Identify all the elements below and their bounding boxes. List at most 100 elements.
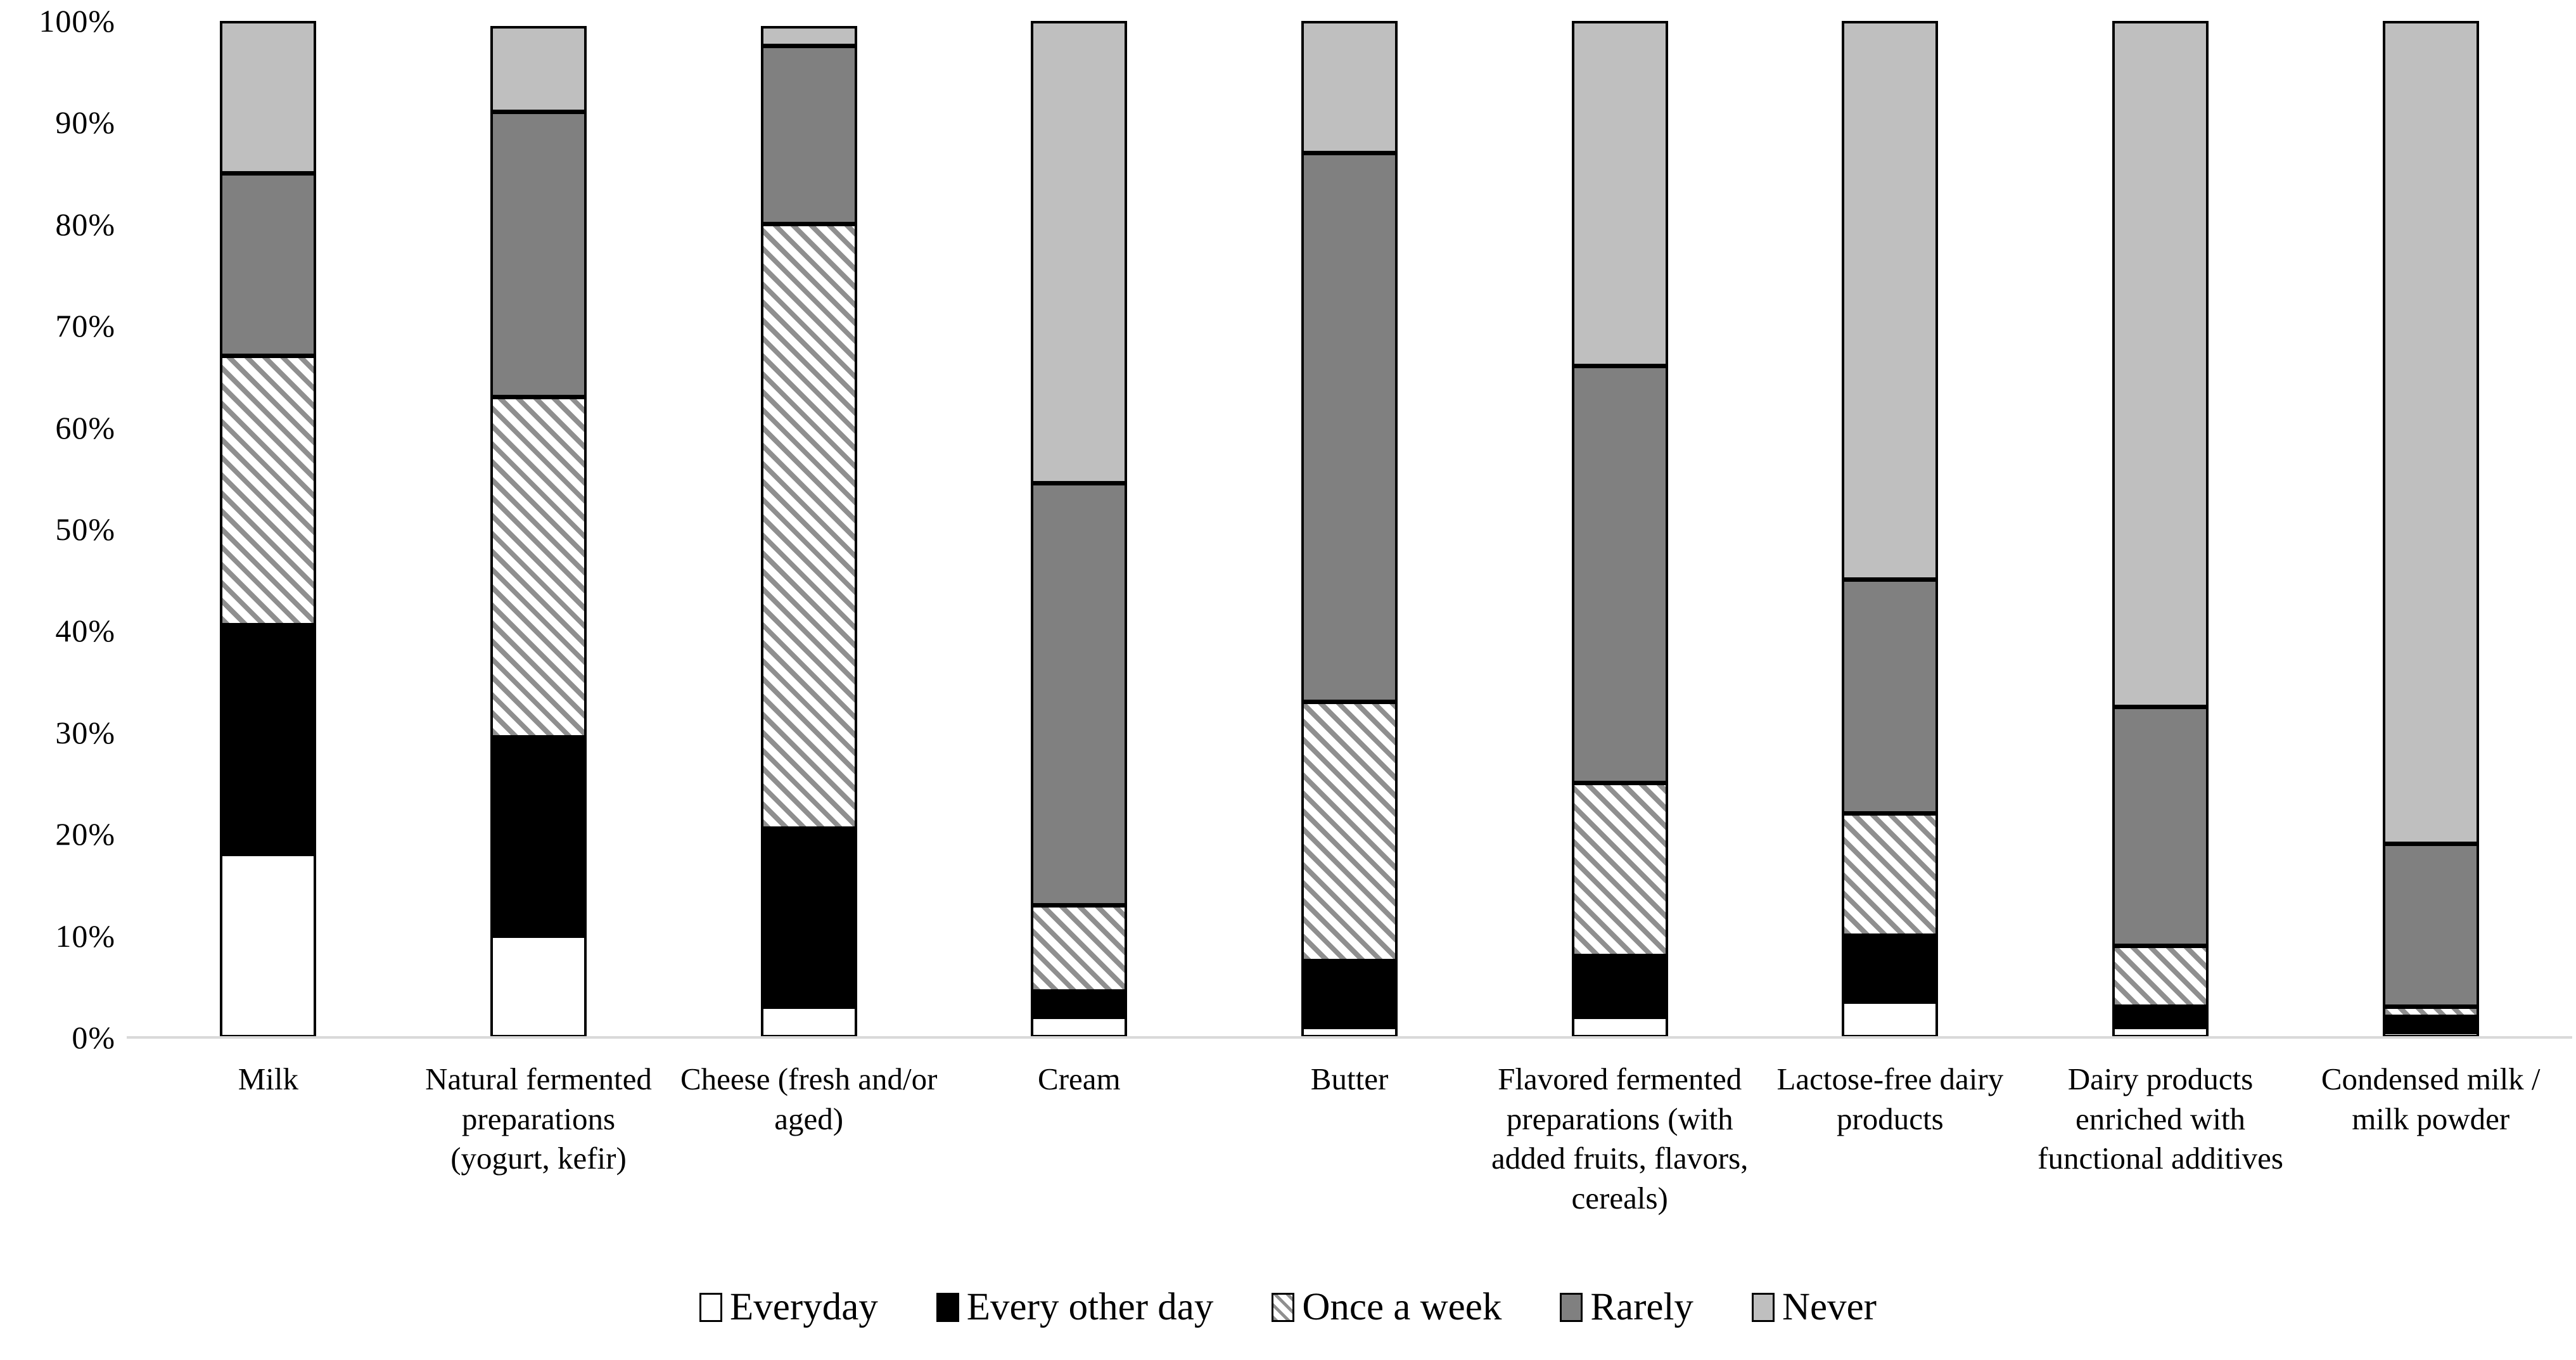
stacked-bar — [2112, 21, 2209, 1037]
bar-column-cream — [944, 21, 1215, 1037]
bar-segment-every-other-day — [1842, 935, 1939, 1002]
bar-column-milk — [133, 21, 404, 1037]
bar-segment-every-other-day — [760, 829, 857, 1007]
bar-segment-never — [220, 21, 317, 174]
legend-swatch-every-other-day-icon — [936, 1293, 959, 1322]
bar-column-cheese-fresh-and-or-aged — [673, 21, 944, 1037]
y-axis-tick-label: 0% — [72, 1020, 115, 1055]
category-label: Cream — [1038, 1062, 1121, 1096]
category-label: Dairy products enriched with functional … — [2037, 1062, 2283, 1176]
legend-item-never: Never — [1751, 1285, 1877, 1330]
legend-label: Rarely — [1590, 1286, 1693, 1328]
bar-column-flavored-fermented-preparation — [1484, 21, 1755, 1037]
stacked-bar — [490, 21, 587, 1037]
y-axis-tick-label: 70% — [55, 308, 115, 344]
y-axis-tick-label: 90% — [55, 105, 115, 141]
bar-segment-every-other-day — [220, 625, 317, 855]
bar-segment-rarely — [2112, 707, 2209, 946]
bar-segment-rarely — [760, 46, 857, 224]
y-axis-tick-label: 50% — [55, 511, 115, 547]
bar-column-butter — [1215, 21, 1485, 1037]
legend-swatch-everyday-icon — [699, 1293, 723, 1322]
bar-segment-every-other-day — [1301, 961, 1398, 1027]
category-label: Butter — [1310, 1062, 1389, 1096]
y-axis-tick-label: 60% — [55, 409, 115, 446]
y-axis-tick-label: 100% — [39, 3, 115, 39]
category-label: Lactose-free dairy products — [1776, 1062, 2004, 1136]
legend-label: Every other day — [966, 1286, 1214, 1328]
bar-column-lactose-free-dairy-products — [1755, 21, 2025, 1037]
y-axis: 0% 10% 20% 30% 40% 50% 60% 70% 80% 90% 100% — [0, 0, 127, 1360]
bar-segment-every-other-day — [490, 737, 587, 936]
legend-swatch-never-icon — [1751, 1293, 1775, 1322]
bar-segment-everyday — [1571, 1017, 1668, 1037]
bar-segment-never — [2382, 21, 2479, 845]
bar-segment-everyday — [1031, 1017, 1128, 1037]
stacked-bar — [220, 21, 317, 1037]
category-label: Milk — [238, 1062, 298, 1096]
bar-column-condensed-milk-milk-powder — [2295, 21, 2566, 1037]
bar-segment-once-a-week — [220, 356, 317, 626]
legend-item-every-other-day: Every other day — [936, 1285, 1214, 1330]
legend-label: Once a week — [1302, 1286, 1502, 1328]
bar-segment-every-other-day — [1571, 956, 1668, 1017]
stacked-bar — [1031, 21, 1128, 1037]
bar-segment-everyday — [220, 854, 317, 1037]
bar-segment-everyday — [1301, 1027, 1398, 1037]
bars-row — [133, 21, 2566, 1037]
bar-segment-never — [490, 26, 587, 113]
bar-segment-everyday — [2382, 1032, 2479, 1037]
stacked-bar — [760, 21, 857, 1037]
bar-column-dairy-products-enriched-with-f — [2025, 21, 2296, 1037]
bar-segment-rarely — [220, 173, 317, 357]
bar-segment-once-a-week — [490, 397, 587, 738]
bar-segment-rarely — [1571, 366, 1668, 784]
bar-segment-once-a-week — [2112, 946, 2209, 1007]
bar-segment-never — [1301, 21, 1398, 153]
bar-segment-never — [1571, 21, 1668, 367]
y-axis-tick-label: 40% — [55, 613, 115, 649]
category-label: Natural fermented preparations (yogurt, … — [425, 1062, 652, 1176]
bar-segment-every-other-day — [2112, 1006, 2209, 1027]
bar-segment-rarely — [2382, 844, 2479, 1007]
bar-segment-once-a-week — [760, 224, 857, 830]
category-labels-row: Milk Natural fermented preparations (yogu… — [133, 1060, 2566, 1219]
y-axis-tick-label: 80% — [55, 206, 115, 242]
legend: Everyday Every other day Once a week Rarely… — [0, 1285, 2576, 1330]
legend-swatch-once-a-week-icon — [1272, 1293, 1295, 1322]
bar-column-natural-fermented-preparations — [404, 21, 674, 1037]
bar-segment-everyday — [490, 935, 587, 1037]
stacked-bar — [1571, 21, 1668, 1037]
bar-segment-rarely — [1842, 580, 1939, 814]
bar-segment-never — [760, 26, 857, 47]
category-label: Flavored fermented preparations (with ad… — [1491, 1062, 1749, 1216]
bar-segment-rarely — [490, 112, 587, 397]
category-label: Cheese (fresh and/or aged) — [680, 1062, 938, 1136]
bar-segment-once-a-week — [1571, 783, 1668, 956]
legend-item-everyday: Everyday — [699, 1285, 878, 1330]
y-axis-tick-label: 10% — [55, 918, 115, 954]
legend-swatch-rarely-icon — [1560, 1293, 1583, 1322]
bar-segment-rarely — [1031, 483, 1128, 906]
bar-segment-once-a-week — [1301, 702, 1398, 961]
y-axis-tick-label: 20% — [55, 816, 115, 852]
plot-area — [127, 21, 2572, 1039]
bar-segment-never — [2112, 21, 2209, 707]
category-label: Condensed milk / milk powder — [2321, 1062, 2541, 1136]
bar-segment-everyday — [1842, 1001, 1939, 1037]
bar-segment-every-other-day — [1031, 991, 1128, 1017]
bar-segment-once-a-week — [1031, 905, 1128, 992]
bar-segment-never — [1031, 21, 1128, 484]
stacked-bar — [2382, 21, 2479, 1037]
legend-item-once-a-week: Once a week — [1272, 1285, 1502, 1330]
bar-segment-once-a-week — [2382, 1006, 2479, 1017]
stacked-bar — [1301, 21, 1398, 1037]
bar-segment-everyday — [2112, 1027, 2209, 1037]
bar-segment-every-other-day — [2382, 1017, 2479, 1032]
legend-label: Never — [1782, 1286, 1877, 1328]
legend-label: Everyday — [730, 1286, 878, 1328]
y-axis-tick-label: 30% — [55, 714, 115, 750]
bar-segment-rarely — [1301, 153, 1398, 702]
stacked-bar — [1842, 21, 1939, 1037]
